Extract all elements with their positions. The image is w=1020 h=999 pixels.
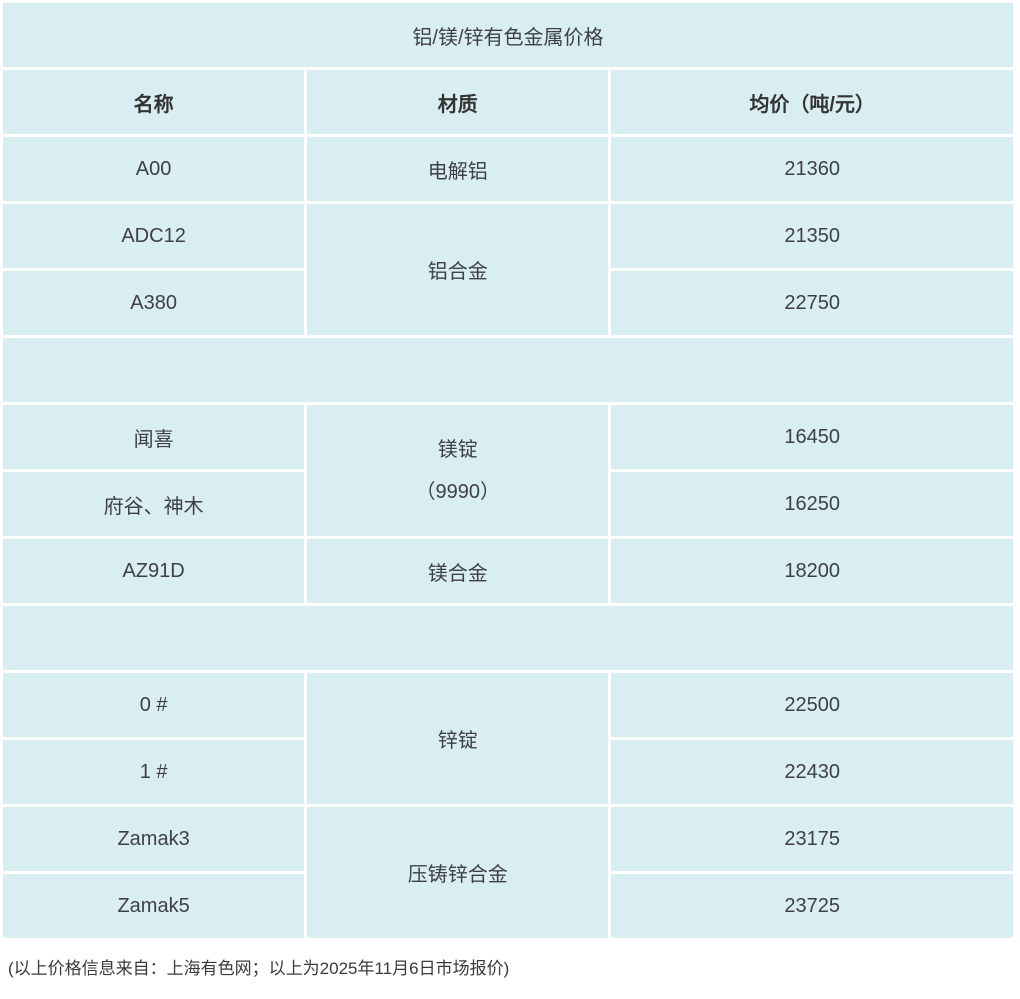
cell-name: A00	[3, 137, 305, 201]
cell-line: （9990）	[415, 480, 501, 503]
cell-material: 压铸锌合金	[307, 807, 609, 938]
table-row: A380 22750	[3, 271, 1013, 335]
cell-material: 锌锭	[307, 673, 609, 804]
table-row: ADC12 铝合金 21350	[3, 204, 1013, 335]
table-title: 铝/镁/锌有色金属价格	[3, 3, 1013, 67]
cell-price: 22430	[611, 740, 1013, 804]
cell-name: AZ91D	[3, 539, 305, 603]
cell-price: 22750	[611, 271, 1013, 335]
cell-price: 21350	[611, 204, 1013, 268]
table-row: Zamak3 压铸锌合金 23175	[3, 807, 1013, 938]
table-row: Zamak5 23725	[3, 874, 1013, 938]
cell-name: A380	[3, 271, 305, 335]
source-note: (以上价格信息来自：上海有色网；以上为2025年11月6日市场报价)	[8, 959, 510, 978]
cell-price: 23725	[611, 874, 1013, 938]
table-row: AZ91D 镁合金 18200	[3, 539, 1013, 603]
cell-price: 18200	[611, 539, 1013, 603]
cell-price: 21360	[611, 137, 1013, 201]
header-cell-0: 名称	[3, 70, 305, 134]
cell-name: 府谷、神木	[3, 472, 305, 536]
header-cell-1: 材质	[307, 70, 609, 134]
spacer-row	[3, 338, 1013, 402]
cell-name: 闻喜	[3, 405, 305, 469]
cell-name: ADC12	[3, 204, 305, 268]
cell-price: 23175	[611, 807, 1013, 871]
metal-price-table: 铝/镁/锌有色金属价格 名称 材质 均价（吨/元） A00 电解铝 21360 ADC12…	[3, 3, 1013, 938]
cell-material: 镁合金	[307, 539, 609, 603]
cell-price: 16250	[611, 472, 1013, 536]
title-row: 铝/镁/锌有色金属价格	[3, 3, 1013, 67]
cell-name: 1 #	[3, 740, 305, 804]
cell-line: 镁锭	[437, 438, 478, 461]
table-row: 1 # 22430	[3, 740, 1013, 804]
table-row: 闻喜镁锭 （9990） 16450	[3, 405, 1013, 536]
table-row: 0 # 锌锭 22500	[3, 673, 1013, 804]
cell-price: 22500	[611, 673, 1013, 737]
cell-name: Zamak5	[3, 874, 305, 938]
table-row: 府谷、神木 16250	[3, 472, 1013, 536]
header-row: 名称 材质 均价（吨/元）	[3, 70, 1013, 134]
spacer-row	[3, 606, 1013, 670]
spacer-cell	[3, 338, 1013, 402]
cell-material: 铝合金	[307, 204, 609, 335]
spacer-cell	[3, 606, 1013, 670]
table-row: A00 电解铝 21360	[3, 137, 1013, 201]
cell-name: Zamak3	[3, 807, 305, 871]
cell-material: 电解铝	[307, 137, 609, 201]
cell-price: 16450	[611, 405, 1013, 469]
cell-material: 镁锭 （9990）	[307, 405, 609, 536]
header-cell-2: 均价（吨/元）	[611, 70, 1013, 134]
cell-name: 0 #	[3, 673, 305, 737]
